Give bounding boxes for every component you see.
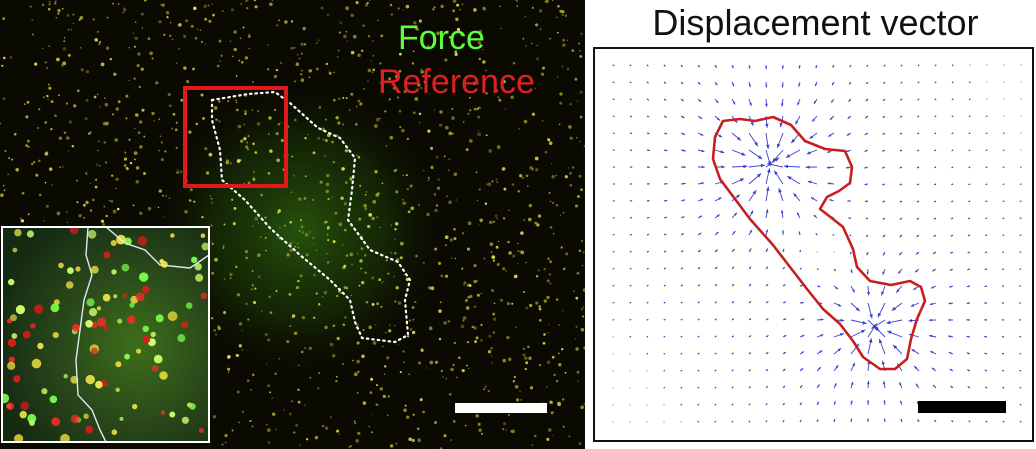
cell-glow: [150, 80, 450, 380]
zoom-inset: [2, 227, 209, 442]
vector-field-canvas: [612, 64, 1022, 423]
panel-title: Displacement vector: [652, 2, 979, 43]
speckle-field: [0, 0, 585, 449]
micrograph-canvas: [0, 0, 585, 449]
zoom-region-box: [183, 86, 288, 188]
cell-outline-dotted: [210, 90, 412, 344]
scale-bar-left: [455, 403, 547, 413]
inset-speckle-field: [2, 227, 209, 442]
zoom-inset-frame: [1, 226, 210, 443]
vector-arrows: [612, 64, 1022, 423]
inset-cell-outline: [75, 227, 209, 442]
cell-outline-red: [711, 115, 927, 371]
fluorescence-micrograph: Force Reference: [0, 0, 585, 449]
legend-force-label: Force: [398, 19, 485, 57]
scale-bar-right: [918, 401, 1006, 413]
legend-reference-label: Reference: [378, 63, 535, 101]
displacement-vector-panel: [593, 47, 1034, 442]
